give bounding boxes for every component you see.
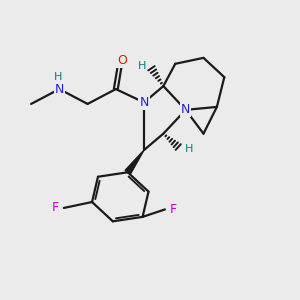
Text: H: H bbox=[185, 144, 194, 154]
Text: F: F bbox=[169, 203, 177, 216]
Text: F: F bbox=[52, 202, 59, 214]
Text: H: H bbox=[54, 72, 62, 82]
Text: H: H bbox=[138, 61, 146, 71]
Text: N: N bbox=[181, 103, 190, 116]
Polygon shape bbox=[125, 150, 144, 174]
Text: O: O bbox=[117, 54, 127, 67]
Text: N: N bbox=[55, 82, 64, 96]
Text: N: N bbox=[140, 96, 149, 109]
